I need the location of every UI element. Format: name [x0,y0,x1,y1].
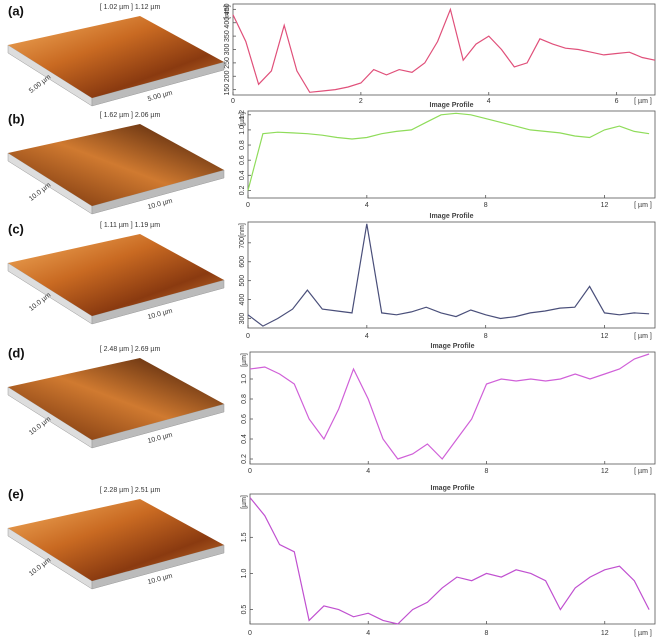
x-tick-label: 8 [485,630,489,637]
plot-frame [249,351,656,465]
y-unit: [nm] [239,223,246,237]
profile-line [249,497,650,625]
y-tick-label: 1.0 [239,125,246,135]
x-unit: [ µm ] [634,468,652,475]
x-unit: [ µm ] [634,333,652,340]
x-tick-label: 12 [601,202,609,209]
y-tick-label: 0.4 [239,170,246,180]
y-tick-label: 250 [224,57,231,69]
y-unit: [µm] [241,495,248,509]
y-tick-label: 350 [224,30,231,42]
y-tick-label: 0.5 [241,605,248,615]
y-tick-label: 300 [224,44,231,56]
image-axis-label: 10.0 µm [147,432,174,445]
x-tick-label: 4 [487,98,491,105]
y-tick-label: 1.0 [241,568,248,578]
y-tick-label: 300 [239,313,246,325]
panel-label: (c) [8,221,24,236]
image-axis-label: 5.00 µm [28,74,52,95]
y-tick-label: 0.6 [239,155,246,165]
panel-label: (d) [8,345,25,360]
y-unit: [µm] [241,353,248,367]
y-tick-label: 1.5 [241,532,248,542]
y-tick-label: 0.6 [241,414,248,424]
y-tick-label: 150 [224,84,231,96]
x-tick-label: 0 [248,468,252,475]
x-tick-label: 4 [365,333,369,340]
image-title: [ 2.48 µm ] 2.69 µm [100,346,161,353]
image-title: [ 1.11 µm ] 1.19 µm [100,222,160,229]
x-unit: [ µm ] [634,202,652,209]
image-axis-label: 10.0 µm [147,198,174,211]
image-title: [ 1.62 µm ] 2.06 µm [100,112,161,119]
y-tick-label: 400 [239,294,246,306]
y-tick-label: 500 [239,275,246,287]
afm-surface [8,124,224,206]
x-tick-label: 4 [365,202,369,209]
image-axis-label: 10.0 µm [28,557,52,578]
y-tick-label: 0.8 [239,140,246,150]
y-unit: [µm] [239,112,246,126]
chart-title: Image Profile [430,213,474,220]
chart-title: Image Profile [430,102,474,109]
image-title: [ 2.28 µm ] 2.51 µm [100,487,161,494]
image-axis-label: 10.0 µm [147,573,174,586]
x-tick-label: 8 [484,333,488,340]
x-tick-label: 12 [601,468,609,475]
profile-line [249,353,650,460]
x-tick-label: 12 [601,630,609,637]
x-unit: [ µm ] [634,630,652,637]
x-tick-label: 12 [601,333,609,340]
y-tick-label: 400 [224,17,231,29]
afm-surface [8,16,224,98]
y-tick-label: 0.4 [241,434,248,444]
panel-label: (b) [8,111,25,126]
image-axis-label: 5.00 µm [147,90,174,103]
x-tick-label: 8 [485,468,489,475]
y-tick-label: 0.2 [241,454,248,464]
x-unit: [ µm ] [634,98,652,105]
panel-label: (a) [8,3,24,18]
y-tick-label: 1.0 [241,374,248,384]
x-tick-label: 4 [366,468,370,475]
y-tick-label: 1.2 [239,110,246,120]
y-tick-label: 0.8 [241,394,248,404]
chart-title: Image Profile [431,343,475,350]
profile-line [247,112,650,191]
x-tick-label: 0 [231,98,235,105]
afm-surface [8,499,224,581]
profile-line [247,223,650,327]
profile-line [232,7,656,93]
x-tick-label: 8 [484,202,488,209]
image-title: [ 1.02 µm ] 1.12 µm [100,4,161,11]
afm-surface [8,358,224,440]
plot-frame [232,3,656,96]
y-tick-label: 0.2 [239,185,246,195]
panel-label: (e) [8,486,24,501]
y-unit: [nm] [224,5,231,19]
y-tick-label: 600 [239,256,246,268]
afm-surface [8,234,224,316]
image-axis-label: 10.0 µm [147,308,174,321]
plot-frame [247,110,656,199]
x-tick-label: 0 [246,333,250,340]
image-axis-label: 10.0 µm [28,416,52,437]
y-tick-label: 200 [224,70,231,82]
x-tick-label: 0 [248,630,252,637]
image-axis-label: 10.0 µm [28,182,52,203]
y-tick-label: 450 [224,3,231,15]
image-axis-label: 10.0 µm [28,292,52,313]
plot-frame [247,221,656,329]
y-tick-label: 700 [239,237,246,249]
chart-title: Image Profile [431,485,475,492]
plot-frame [249,493,656,625]
x-tick-label: 4 [366,630,370,637]
x-tick-label: 6 [615,98,619,105]
x-tick-label: 2 [359,98,363,105]
x-tick-label: 0 [246,202,250,209]
